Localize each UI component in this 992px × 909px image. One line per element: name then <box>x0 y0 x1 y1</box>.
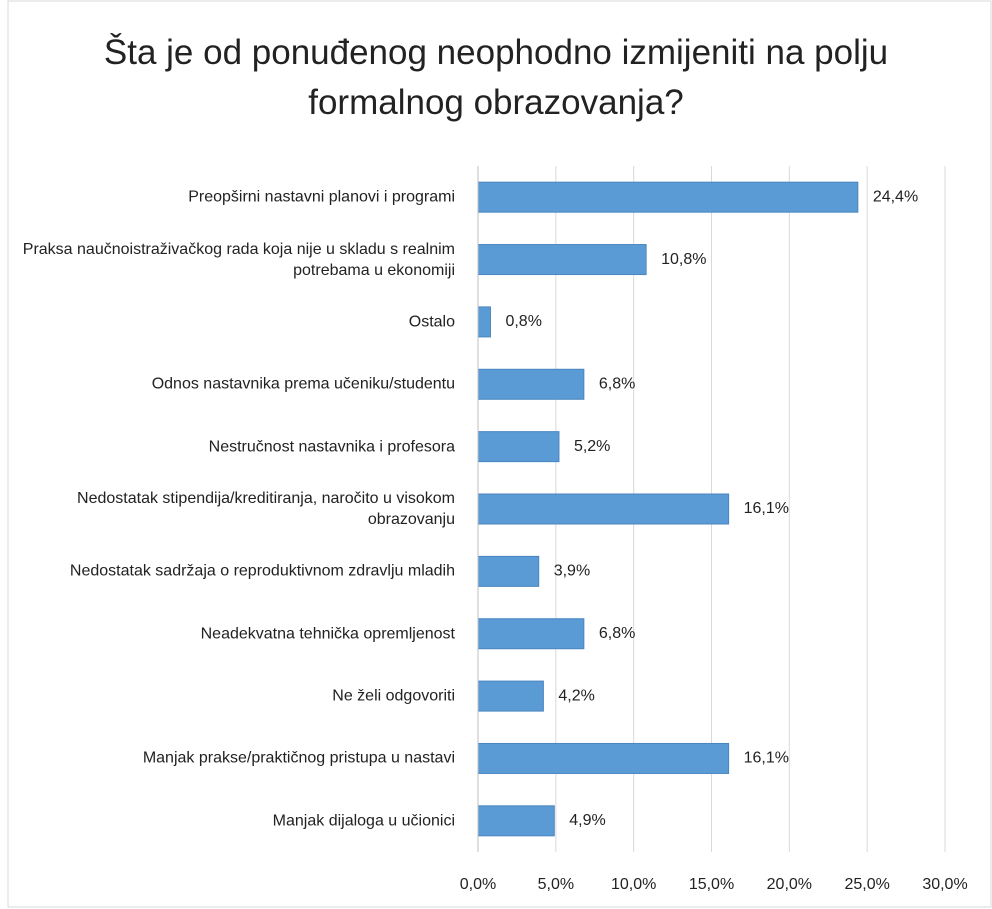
chart-title: Šta je od ponuđenog neophodno izmijeniti… <box>103 33 889 122</box>
data-label: 16,1% <box>744 500 789 517</box>
data-label: 3,9% <box>554 563 590 580</box>
x-tick-label: 10,0% <box>611 876 656 893</box>
data-label: 4,2% <box>558 687 594 704</box>
category-label: Neadekvatna tehnička opremljenost <box>200 625 455 643</box>
x-tick-label: 30,0% <box>922 876 967 893</box>
bar <box>477 306 491 338</box>
category-label: Ostalo <box>408 313 455 331</box>
bar <box>477 618 585 650</box>
category-label: Ne želi odgovoriti <box>332 687 455 705</box>
x-tick-label: 5,0% <box>538 876 574 893</box>
bar <box>477 680 544 712</box>
data-label: 4,9% <box>569 812 605 829</box>
data-label: 24,4% <box>873 188 918 205</box>
x-tick-label: 0,0% <box>460 876 496 893</box>
category-label: Nedostatak sadržaja o reproduktivnom zdr… <box>69 562 455 580</box>
category-label: Praksa naučnoistraživačkog rada koja nij… <box>22 240 455 279</box>
data-label: 0,8% <box>505 313 541 330</box>
data-label: 6,8% <box>599 625 635 642</box>
bar <box>477 181 859 213</box>
x-tick-label: 15,0% <box>689 876 734 893</box>
x-tick-label: 25,0% <box>844 876 889 893</box>
data-label: 5,2% <box>574 438 610 455</box>
bar <box>477 368 585 400</box>
category-label: Manjak dijaloga u učionici <box>272 812 455 830</box>
chart-border <box>7 0 992 908</box>
bar <box>477 431 560 463</box>
category-label: Odnos nastavnika prema učeniku/studentu <box>151 375 455 393</box>
category-label: Preopširni nastavni planovi i programi <box>188 188 455 206</box>
bar <box>477 805 555 837</box>
category-label: Nestručnost nastavnika i profesora <box>208 438 455 456</box>
bar <box>477 493 730 525</box>
data-label: 16,1% <box>744 750 789 767</box>
category-label: Nedostatak stipendija/kreditiranja, naro… <box>77 490 455 528</box>
bar <box>477 244 647 276</box>
x-tick-label: 20,0% <box>767 876 812 893</box>
data-label: 6,8% <box>599 375 635 392</box>
bar <box>477 742 730 774</box>
data-label: 10,8% <box>661 251 706 268</box>
category-label: Manjak prakse/praktičnog pristupa u nast… <box>142 749 455 767</box>
bar <box>477 555 540 587</box>
